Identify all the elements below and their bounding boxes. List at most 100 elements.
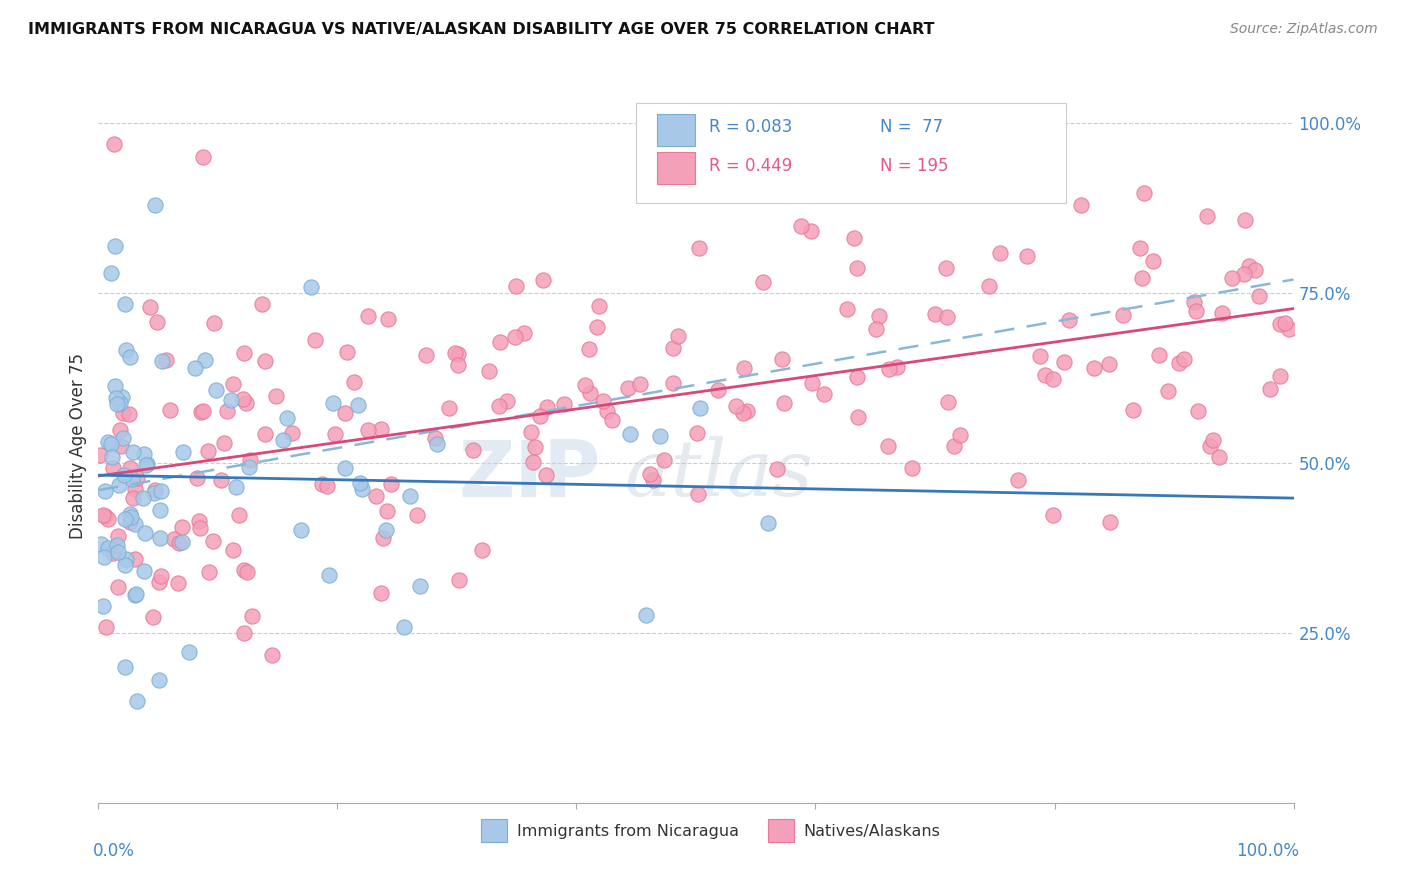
Point — [1201, 433, 1223, 447]
Point — [148, 575, 170, 590]
Point — [350, 482, 373, 496]
Point — [447, 358, 470, 372]
Point — [1029, 350, 1052, 364]
Point — [801, 376, 824, 391]
Point — [107, 545, 129, 559]
Point — [91, 599, 114, 614]
Point — [322, 396, 344, 410]
Point — [529, 409, 551, 424]
Point — [662, 376, 685, 390]
Point — [118, 507, 141, 521]
Point — [392, 620, 415, 634]
Point — [191, 404, 214, 418]
Point — [578, 342, 600, 356]
Point — [120, 510, 142, 524]
Point — [770, 352, 793, 367]
Point — [662, 341, 685, 355]
Point — [845, 369, 868, 384]
Bar — [481, 819, 508, 842]
Point — [167, 535, 190, 549]
Point — [120, 460, 142, 475]
Point — [107, 529, 129, 543]
Point — [1057, 313, 1080, 327]
Point — [111, 390, 134, 404]
Point — [318, 568, 340, 582]
Point — [725, 399, 748, 413]
Point — [336, 344, 359, 359]
Point — [197, 444, 219, 458]
Point — [835, 302, 858, 317]
Point — [217, 403, 239, 417]
Point — [93, 483, 115, 498]
Point — [232, 392, 254, 406]
Point — [800, 224, 823, 238]
Point — [197, 566, 219, 580]
Point — [1053, 355, 1076, 369]
Point — [357, 310, 380, 324]
Point — [586, 320, 609, 334]
Point — [135, 457, 157, 471]
Point — [145, 198, 167, 212]
Point — [1147, 347, 1170, 361]
Point — [343, 375, 366, 389]
Point — [1070, 198, 1092, 212]
Point — [1130, 271, 1153, 285]
Point — [228, 508, 250, 522]
Point — [1208, 450, 1230, 465]
Point — [112, 406, 135, 420]
Point — [641, 473, 664, 487]
Point — [1098, 515, 1121, 529]
Point — [89, 448, 111, 462]
Point — [936, 395, 959, 409]
Point — [1168, 356, 1191, 370]
Point — [1122, 403, 1144, 417]
Point — [94, 509, 117, 524]
Point — [634, 607, 657, 622]
Point — [124, 552, 146, 566]
Point — [242, 608, 264, 623]
Point — [534, 468, 557, 483]
Text: 0.0%: 0.0% — [93, 842, 135, 860]
Point — [214, 435, 236, 450]
Point — [524, 440, 547, 454]
Point — [617, 381, 640, 395]
Point — [124, 517, 146, 532]
Point — [167, 576, 190, 591]
Point — [1042, 508, 1064, 522]
Point — [652, 453, 675, 467]
Point — [135, 458, 157, 472]
Point — [685, 425, 707, 440]
Point — [209, 473, 232, 487]
Point — [183, 361, 205, 376]
Point — [1195, 209, 1218, 223]
Point — [1157, 384, 1180, 399]
Point — [1233, 268, 1256, 282]
Point — [689, 401, 711, 416]
Text: R = 0.449: R = 0.449 — [709, 157, 793, 175]
Point — [596, 403, 619, 417]
Point — [1133, 186, 1156, 201]
Point — [114, 551, 136, 566]
Point — [1239, 259, 1261, 273]
Point — [1142, 253, 1164, 268]
Point — [1129, 241, 1152, 255]
Point — [1182, 294, 1205, 309]
Point — [536, 400, 558, 414]
Point — [202, 316, 225, 330]
Point — [100, 437, 122, 451]
Point — [513, 326, 536, 340]
Point — [444, 346, 467, 360]
Point — [333, 406, 356, 420]
Point — [789, 219, 811, 233]
Point — [104, 379, 127, 393]
Point — [1233, 212, 1256, 227]
Point — [93, 549, 115, 564]
Point — [1173, 352, 1195, 367]
Point — [107, 580, 129, 594]
Point — [496, 394, 519, 409]
Point — [190, 405, 212, 419]
Point — [1258, 382, 1281, 396]
Point — [488, 399, 510, 413]
Point — [865, 322, 887, 336]
Point — [172, 534, 194, 549]
